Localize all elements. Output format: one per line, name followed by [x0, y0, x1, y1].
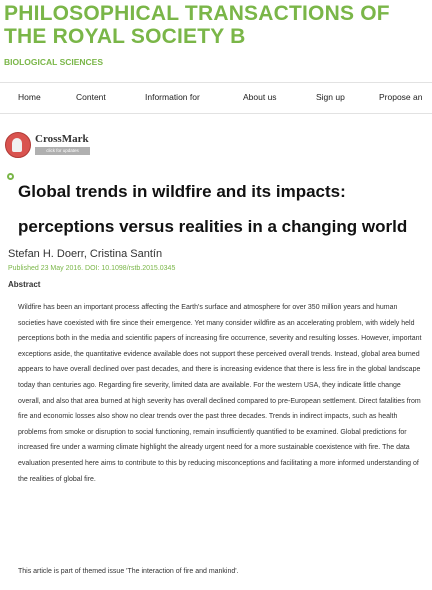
nav-home[interactable]: Home — [18, 92, 41, 102]
article-title: Global trends in wildfire and its impact… — [18, 174, 428, 244]
crossmark-icon — [5, 132, 31, 158]
main-nav: Home Content Information for About us Si… — [0, 82, 432, 114]
crossmark-badge[interactable]: CrossMark click for updates — [5, 132, 93, 158]
open-access-icon — [7, 173, 14, 180]
crossmark-label: CrossMark — [35, 133, 89, 145]
nav-information-for[interactable]: Information for — [145, 92, 200, 102]
themed-issue-note: This article is part of themed issue 'Th… — [18, 568, 239, 575]
journal-title[interactable]: PHILOSOPHICAL TRANSACTIONS OF THE ROYAL … — [4, 2, 424, 48]
nav-content[interactable]: Content — [76, 92, 106, 102]
article-authors[interactable]: Stefan H. Doerr, Cristina Santín — [8, 248, 162, 260]
nav-propose[interactable]: Propose an — [379, 92, 422, 102]
abstract-text: Wildfire has been an important process a… — [18, 300, 423, 487]
crossmark-sub: click for updates — [35, 147, 90, 155]
abstract-heading: Abstract — [8, 280, 40, 289]
publication-info: Published 23 May 2016. DOI: 10.1098/rstb… — [8, 265, 175, 272]
journal-subtitle: BIOLOGICAL SCIENCES — [4, 57, 103, 67]
nav-about-us[interactable]: About us — [243, 92, 277, 102]
nav-sign-up[interactable]: Sign up — [316, 92, 345, 102]
